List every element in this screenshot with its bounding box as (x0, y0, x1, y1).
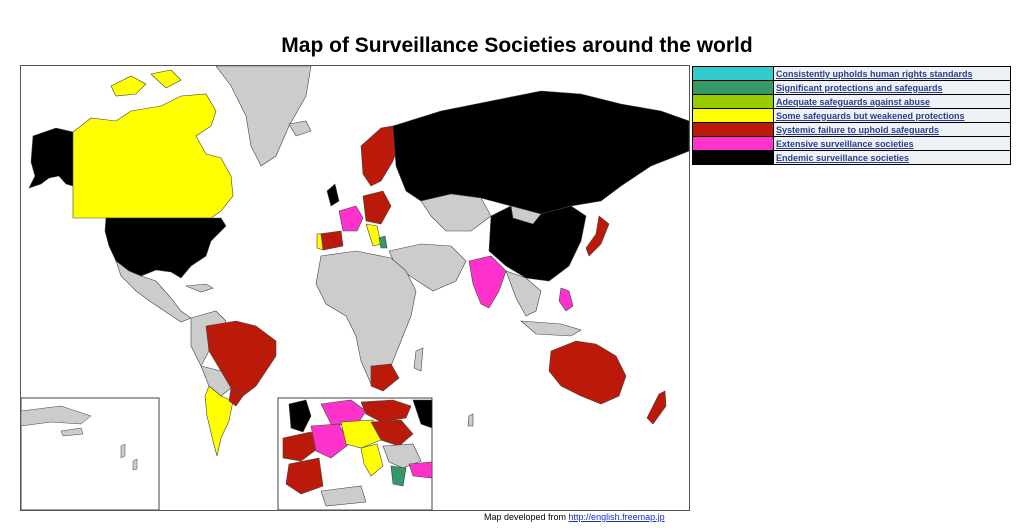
region-africa (315, 250, 417, 387)
region-italy (365, 223, 382, 247)
region-uk (326, 183, 340, 207)
legend-swatch (692, 150, 774, 165)
region-mongolia (510, 205, 542, 225)
region-brazil (205, 320, 277, 397)
region-se-asia (505, 270, 542, 317)
legend-link[interactable]: Extensive surveillance societies (776, 138, 914, 149)
region-canada (72, 93, 234, 219)
region-central-asia (420, 193, 492, 232)
legend-row: Systemic failure to uphold safeguards (692, 122, 1011, 137)
region-caribbean (185, 283, 214, 293)
legend-link[interactable]: Consistently upholds human rights standa… (776, 68, 973, 79)
legend-swatch (692, 66, 774, 81)
region-central-europe (362, 190, 392, 225)
region-argentina (204, 385, 234, 457)
legend-row: Some safeguards but weakened protections (692, 108, 1011, 123)
credit-link[interactable]: http://english.freemap.jp (568, 512, 665, 522)
legend-link[interactable]: Some safeguards but weakened protections (776, 110, 965, 121)
legend-row: Adequate safeguards against abuse (692, 94, 1011, 109)
region-philippines (558, 287, 574, 312)
legend-row: Significant protections and safeguards (692, 80, 1011, 95)
region-france (338, 205, 364, 232)
region-iceland (288, 120, 312, 137)
legend-link[interactable]: Systemic failure to uphold safeguards (776, 124, 940, 135)
legend-link[interactable]: Adequate safeguards against abuse (776, 96, 931, 107)
legend-swatch (692, 94, 774, 109)
region-islands (467, 413, 474, 427)
legend-swatch (692, 108, 774, 123)
region-russia (392, 90, 689, 215)
region-scandinavia (360, 125, 402, 187)
region-canada-islands (110, 69, 182, 97)
region-bolivia (200, 365, 232, 397)
legend-row: Extensive surveillance societies (692, 136, 1011, 151)
map-credit: Map developed from http://english.freema… (484, 512, 665, 522)
region-madagascar (413, 347, 424, 372)
credit-prefix: Map developed from (484, 512, 569, 522)
page-title: Map of Surveillance Societies around the… (281, 34, 753, 57)
region-india (468, 255, 507, 309)
legend-link[interactable]: Significant protections and safeguards (776, 82, 943, 93)
region-alaska (28, 127, 74, 189)
world-map (20, 65, 690, 511)
region-usa (104, 217, 227, 279)
region-portugal (316, 233, 324, 251)
region-south-africa (370, 363, 400, 392)
region-uruguay (228, 387, 244, 407)
legend-swatch (692, 136, 774, 151)
region-new-zealand (646, 390, 667, 425)
inset-caribbean (21, 397, 160, 510)
legend-link[interactable]: Endemic surveillance societies (776, 152, 910, 163)
region-greenland (215, 66, 312, 167)
inset-europe (277, 397, 433, 510)
region-indonesia (520, 320, 582, 337)
legend-table: Consistently upholds human rights standa… (692, 66, 1011, 165)
legend-row: Endemic surveillance societies (692, 150, 1011, 165)
legend-row: Consistently upholds human rights standa… (692, 66, 1011, 81)
region-greece (378, 235, 388, 249)
legend-swatch (692, 122, 774, 137)
region-australia (548, 340, 627, 405)
legend-swatch (692, 80, 774, 95)
region-japan (585, 215, 610, 257)
world-map-svg (21, 66, 689, 510)
